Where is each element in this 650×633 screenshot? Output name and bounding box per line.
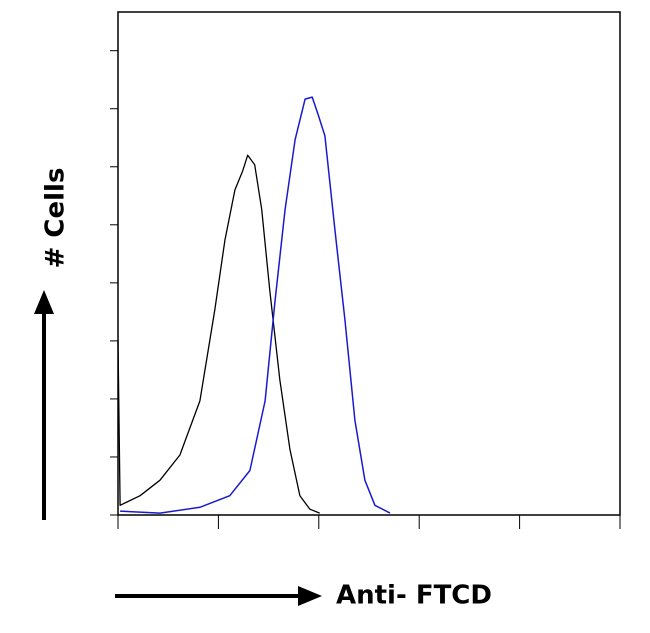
plot-frame [117,11,621,516]
y-arrow-head [34,290,54,314]
y-axis-label: # Cells [41,168,71,269]
histogram-line [117,154,320,514]
x-axis-label: Anti- FTCD [336,581,492,611]
x-arrow-head [298,586,322,606]
histogram-line [120,96,391,514]
